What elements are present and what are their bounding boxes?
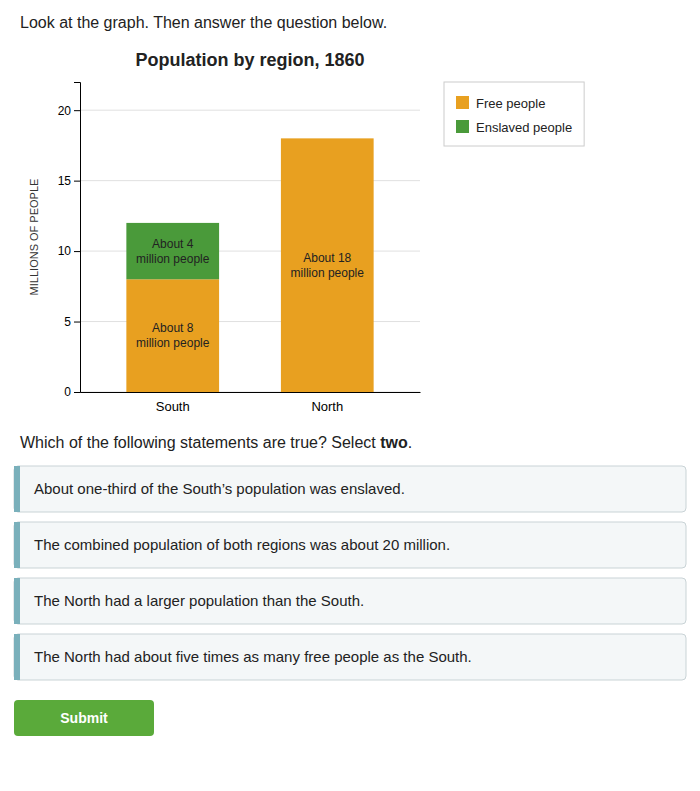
legend-item: Free people xyxy=(456,96,545,111)
answer-option[interactable]: About one-third of the South’s populatio… xyxy=(14,466,686,512)
annotation-line: About 4 xyxy=(152,237,194,251)
submit-label[interactable]: Submit xyxy=(60,710,108,726)
bar xyxy=(126,223,219,279)
answer-option[interactable]: The combined population of both regions … xyxy=(14,522,686,568)
y-tick-label: 10 xyxy=(58,244,72,258)
legend-label: Enslaved people xyxy=(476,120,572,135)
submit-box[interactable] xyxy=(14,700,154,736)
page: Look at the graph. Then answer the quest… xyxy=(0,0,700,791)
legend-swatch xyxy=(456,120,469,133)
chart-title: Population by region, 1860 xyxy=(135,50,364,70)
legend: Free people Enslaved people xyxy=(444,82,584,146)
answer-text[interactable]: The North had about five times as many f… xyxy=(34,648,472,665)
y-tick-mark xyxy=(74,322,80,323)
question-end: . xyxy=(408,434,412,451)
y-tick-mark xyxy=(74,251,80,252)
question: Which of the following statements are tr… xyxy=(20,434,412,451)
annotation: About 18million people xyxy=(291,251,365,280)
legend-item: Enslaved people xyxy=(456,120,572,135)
answer-accent xyxy=(14,466,20,512)
y-axis: 0 5 10 15 20 xyxy=(58,83,81,400)
y-tick: 20 xyxy=(58,104,80,118)
answer-text[interactable]: About one-third of the South’s populatio… xyxy=(34,480,405,497)
y-tick: 5 xyxy=(64,315,80,329)
answer-accent xyxy=(14,634,20,680)
legend-frame xyxy=(444,82,584,146)
y-tick-label: 5 xyxy=(64,315,71,329)
x-tick-label: North xyxy=(311,399,343,414)
answer-text[interactable]: The combined population of both regions … xyxy=(34,536,450,553)
answer-box[interactable] xyxy=(14,578,686,624)
bars xyxy=(126,138,373,392)
answer-text[interactable]: The North had a larger population than t… xyxy=(34,592,364,609)
bar xyxy=(281,138,374,139)
y-tick-label: 0 xyxy=(64,385,71,399)
bar-series xyxy=(126,223,219,279)
answer-box[interactable] xyxy=(14,522,686,568)
answer-accent xyxy=(14,578,20,624)
header: Look at the graph. Then answer the quest… xyxy=(20,14,387,31)
annotation: About 8million people xyxy=(136,321,210,350)
bar xyxy=(126,279,219,392)
y-axis-title: MILLIONS OF PEOPLE xyxy=(28,179,40,296)
y-tick: 15 xyxy=(58,174,80,188)
annotation-line: million people xyxy=(136,336,210,350)
annotation: About 4million people xyxy=(136,237,210,266)
grid-line xyxy=(80,110,420,111)
legend-label: Free people xyxy=(476,96,545,111)
answer-box[interactable] xyxy=(14,466,686,512)
legend-swatch xyxy=(456,96,469,109)
y-tick: 10 xyxy=(58,244,80,258)
answer-option[interactable]: The North had a larger population than t… xyxy=(14,578,686,624)
y-tick-label: 20 xyxy=(58,104,72,118)
annotation-line: About 8 xyxy=(152,321,194,335)
annotation-line: million people xyxy=(136,252,210,266)
bar xyxy=(281,138,374,392)
x-axis-line xyxy=(81,392,421,393)
x-axis: South North xyxy=(81,393,421,415)
answer-box[interactable] xyxy=(14,634,686,680)
y-tick-mark xyxy=(74,110,80,111)
x-tick: South xyxy=(156,399,190,414)
x-tick: North xyxy=(311,399,343,414)
question-bold: two xyxy=(380,434,408,451)
bar-series xyxy=(126,138,373,392)
y-axis-line xyxy=(74,83,81,393)
grid xyxy=(80,110,420,392)
y-tick-label: 15 xyxy=(58,174,72,188)
y-tick-mark xyxy=(74,181,80,182)
answer-accent xyxy=(14,522,20,568)
annotations: About 8million peopleAbout 4million peop… xyxy=(136,237,364,351)
answer-option[interactable]: The North had about five times as many f… xyxy=(14,634,686,680)
x-tick-label: South xyxy=(156,399,190,414)
y-tick-mark xyxy=(74,392,80,393)
question-text: Which of the following statements are tr… xyxy=(20,434,380,451)
y-tick: 0 xyxy=(64,385,80,399)
annotation-line: million people xyxy=(291,266,365,280)
submit-button[interactable]: Submit xyxy=(14,700,154,736)
annotation-line: About 18 xyxy=(303,251,351,265)
